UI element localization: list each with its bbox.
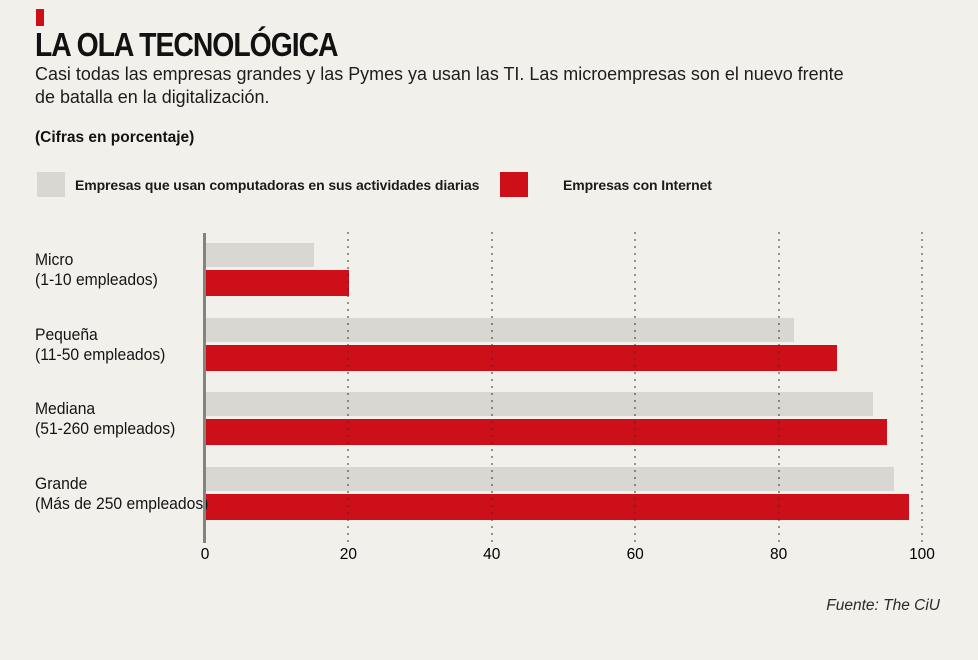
subtitle-line-1: Casi todas las empresas grandes y las Py… <box>35 63 844 84</box>
x-tick-80: 80 <box>769 546 788 563</box>
source-note: Fuente: The CiU <box>826 597 940 614</box>
x-tick-0: 0 <box>200 546 210 563</box>
gridline-20 <box>347 232 350 545</box>
brand-mark <box>36 9 44 26</box>
page-title: LA OLA TECNOLÓGICA <box>35 26 339 63</box>
y-axis-line <box>203 233 206 543</box>
category-label-pequeña: Pequeña (11-50 empleados) <box>35 325 201 365</box>
gridline-40 <box>490 232 493 545</box>
category-sublabel: (Más de 250 empleados) <box>35 495 209 513</box>
gridline-80 <box>777 232 780 545</box>
category-label-micro: Micro (1-10 empleados) <box>35 250 201 290</box>
category-label-mediana: Mediana (51-260 empleados) <box>35 399 201 439</box>
x-tick-40: 40 <box>483 546 501 563</box>
category-name: Mediana <box>35 400 96 418</box>
subtitle-line-2: de batalla en la digitalización. <box>35 86 270 107</box>
bar-computers-mediana <box>206 392 873 416</box>
category-name: Micro <box>35 251 74 269</box>
subtitle: Casi todas las empresas grandes y las Py… <box>35 62 844 108</box>
x-tick-60: 60 <box>626 546 644 563</box>
category-sublabel: (51-260 empleados) <box>35 420 176 438</box>
gridline-100 <box>921 232 923 545</box>
category-sublabel: (1-10 empleados) <box>35 271 158 289</box>
category-sublabel: (11-50 empleados) <box>35 346 166 364</box>
gridline-60 <box>634 232 637 545</box>
bar-computers-pequeña <box>206 318 794 342</box>
bar-computers-micro <box>206 243 314 267</box>
legend-label-internet: Empresas con Internet <box>563 177 712 193</box>
category-label-grande: Grande (Más de 250 empleados) <box>35 474 209 514</box>
category-name: Pequeña <box>35 326 98 344</box>
bar-computers-grande <box>206 467 895 491</box>
category-name: Grande <box>35 475 88 493</box>
legend-swatch-internet <box>500 172 528 197</box>
units-note: (Cifras en porcentaje) <box>35 129 195 146</box>
bar-internet-pequeña <box>206 345 837 371</box>
bar-internet-micro <box>206 270 350 296</box>
x-tick-20: 20 <box>339 546 358 563</box>
legend-label-computers: Empresas que usan computadoras en sus ac… <box>75 177 480 193</box>
x-tick-100: 100 <box>909 546 935 563</box>
legend-swatch-computers <box>37 172 65 197</box>
bar-internet-mediana <box>206 419 888 445</box>
bar-internet-grande <box>206 494 909 520</box>
